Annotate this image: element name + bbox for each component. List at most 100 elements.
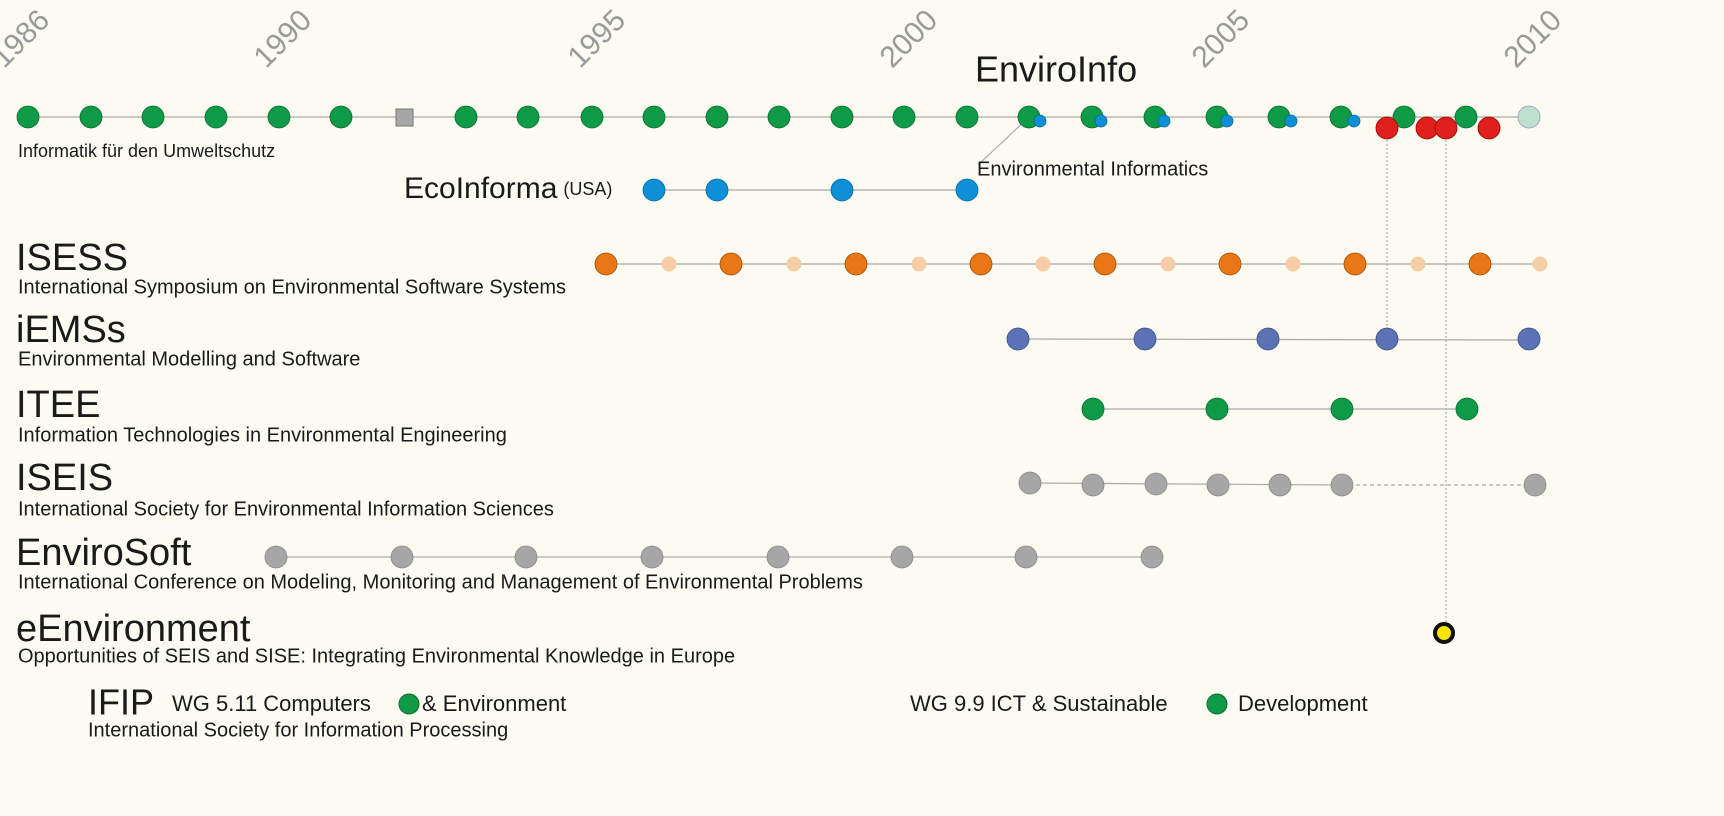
track-subtitle: International Symposium on Environmental… bbox=[18, 276, 566, 298]
dot bbox=[1455, 397, 1479, 421]
dot bbox=[661, 256, 677, 272]
dot bbox=[1392, 105, 1416, 129]
dot bbox=[264, 545, 288, 569]
year-label: 2005 bbox=[1186, 4, 1257, 75]
wg-label: WG 9.9 ICT & Sustainable bbox=[910, 691, 1168, 716]
dot bbox=[1375, 116, 1399, 140]
dot bbox=[1468, 252, 1492, 276]
dot bbox=[844, 252, 868, 276]
year-label: 1986 bbox=[0, 4, 56, 75]
track-title: ITEE bbox=[16, 384, 100, 426]
square bbox=[395, 108, 414, 127]
track-title: ISEIS bbox=[16, 457, 113, 499]
dot bbox=[766, 545, 790, 569]
dot bbox=[1268, 473, 1292, 497]
track-title: ISESS bbox=[16, 237, 128, 279]
track-title: eEnvironment bbox=[16, 608, 251, 650]
track-title: iEMSs bbox=[16, 309, 126, 351]
dot bbox=[1517, 105, 1541, 129]
dot bbox=[892, 105, 916, 129]
dot bbox=[890, 545, 914, 569]
dot bbox=[1014, 545, 1038, 569]
dot bbox=[1094, 114, 1108, 128]
dot bbox=[398, 693, 420, 715]
dot bbox=[1347, 114, 1361, 128]
track-subtitle: Opportunities of SEIS and SISE: Integrat… bbox=[18, 645, 735, 667]
dot bbox=[1206, 693, 1228, 715]
dot bbox=[329, 105, 353, 129]
dot bbox=[786, 256, 802, 272]
dot bbox=[1434, 116, 1458, 140]
wg-label: WG 5.11 Computers bbox=[172, 691, 371, 716]
wg-label: & Environment bbox=[422, 691, 566, 716]
dot bbox=[1454, 105, 1478, 129]
dot bbox=[141, 105, 165, 129]
track-subtitle: International Conference on Modeling, Mo… bbox=[18, 571, 863, 593]
dot bbox=[516, 105, 540, 129]
dot bbox=[267, 105, 291, 129]
title: EcoInforma (USA) bbox=[404, 172, 612, 205]
dot bbox=[911, 256, 927, 272]
dot bbox=[79, 105, 103, 129]
dot bbox=[955, 105, 979, 129]
dot bbox=[1330, 473, 1354, 497]
dot bbox=[1523, 473, 1547, 497]
dot bbox=[1532, 256, 1548, 272]
dot bbox=[1093, 252, 1117, 276]
dot bbox=[1517, 327, 1541, 351]
dot bbox=[1018, 471, 1042, 495]
dot bbox=[454, 105, 478, 129]
year-label: 1995 bbox=[562, 4, 633, 75]
dot bbox=[705, 105, 729, 129]
year-label: 2000 bbox=[874, 4, 945, 75]
dot bbox=[1477, 116, 1501, 140]
dot bbox=[1140, 545, 1164, 569]
dot bbox=[514, 545, 538, 569]
dot bbox=[1157, 114, 1171, 128]
title: EnviroInfo bbox=[975, 49, 1137, 90]
dot bbox=[1035, 256, 1051, 272]
wg-label: Development bbox=[1238, 691, 1368, 716]
dot bbox=[1081, 397, 1105, 421]
track-title: EnviroSoft bbox=[16, 532, 192, 574]
dot bbox=[1206, 473, 1230, 497]
year-label: 1990 bbox=[248, 4, 319, 75]
dot bbox=[1375, 327, 1399, 351]
dot bbox=[1205, 397, 1229, 421]
dot bbox=[1144, 472, 1168, 496]
dot bbox=[594, 252, 618, 276]
title: IFIP bbox=[88, 682, 154, 723]
dot bbox=[705, 178, 729, 202]
dot bbox=[955, 178, 979, 202]
year-label: 2010 bbox=[1498, 4, 1569, 75]
dot bbox=[969, 252, 993, 276]
dot bbox=[1284, 114, 1298, 128]
dot bbox=[16, 105, 40, 129]
dot bbox=[642, 105, 666, 129]
dot bbox=[580, 105, 604, 129]
branch-label: Environmental Informatics bbox=[977, 158, 1208, 180]
dot bbox=[767, 105, 791, 129]
dot bbox=[1285, 256, 1301, 272]
dot bbox=[1329, 105, 1353, 129]
dot bbox=[1330, 397, 1354, 421]
track-subtitle: International Society for Environmental … bbox=[18, 498, 554, 520]
dot bbox=[1033, 114, 1047, 128]
dot bbox=[1410, 256, 1426, 272]
dot bbox=[1256, 327, 1280, 351]
dot bbox=[642, 178, 666, 202]
dot bbox=[1218, 252, 1242, 276]
dot bbox=[1160, 256, 1176, 272]
track-subtitle: Information Technologies in Environmenta… bbox=[18, 424, 507, 446]
dot bbox=[640, 545, 664, 569]
dot bbox=[1133, 327, 1157, 351]
subtitle: Informatik für den Umweltschutz bbox=[18, 141, 275, 161]
subtitle: International Society for Information Pr… bbox=[88, 719, 508, 741]
dot bbox=[719, 252, 743, 276]
dot bbox=[830, 105, 854, 129]
dot bbox=[1006, 327, 1030, 351]
dot bbox=[1081, 473, 1105, 497]
dot bbox=[1220, 114, 1234, 128]
dot bbox=[390, 545, 414, 569]
